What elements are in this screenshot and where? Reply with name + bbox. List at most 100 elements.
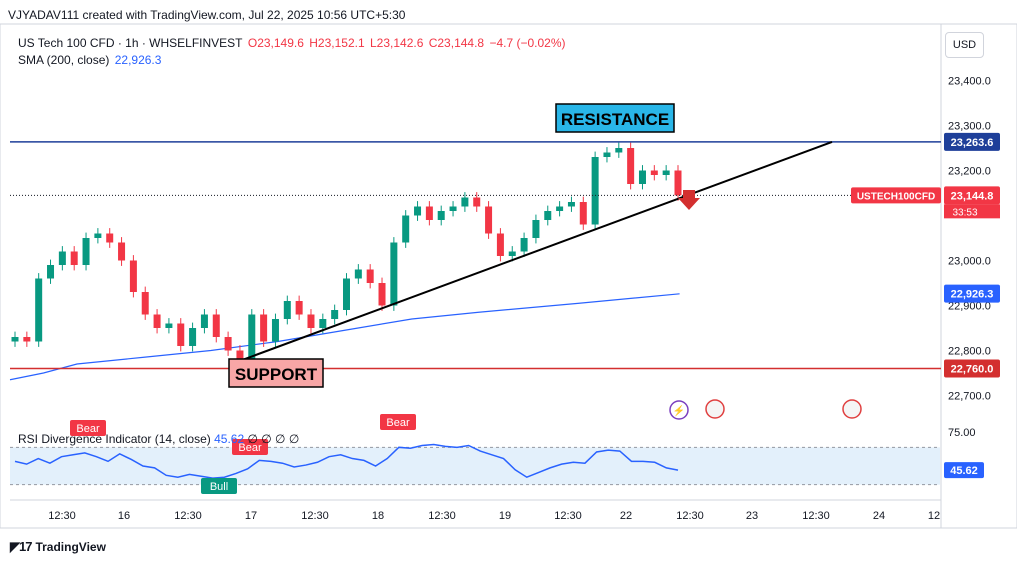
symbol-tag: USTECH100CFD xyxy=(857,191,935,202)
low-value: L23,142.6 xyxy=(369,36,424,50)
chart-legend: US Tech 100 CFD · 1h · WHSELFINVEST O23,… xyxy=(18,35,568,69)
candle-body xyxy=(354,269,362,279)
price-label: 22,760.0 xyxy=(951,364,994,376)
candle-body xyxy=(615,148,623,153)
candle-body xyxy=(106,233,114,243)
divergence-label: Bear xyxy=(386,417,410,429)
candle-body xyxy=(402,215,410,243)
candle-body xyxy=(544,211,552,220)
candle-body xyxy=(35,278,43,342)
candle-body xyxy=(414,206,422,216)
y-tick-label: 22,800.0 xyxy=(948,346,991,358)
x-tick-label: 12:30 xyxy=(301,510,329,522)
support-label: SUPPORT xyxy=(235,365,318,384)
down-arrow-icon xyxy=(678,190,700,210)
candle-body xyxy=(627,148,635,184)
candle-body xyxy=(591,157,599,225)
candle-body xyxy=(508,251,516,256)
symbol-label[interactable]: US Tech 100 CFD · 1h · WHSELFINVEST xyxy=(18,36,243,50)
candle-body xyxy=(496,233,504,256)
symbol-tag-box xyxy=(851,187,941,204)
rsi-legend: RSI Divergence Indicator (14, close) 45.… xyxy=(18,432,299,446)
candle-body xyxy=(603,152,611,157)
candle-body xyxy=(82,238,90,265)
price-label-box xyxy=(944,132,1000,151)
y-tick-label: 23,200.0 xyxy=(948,166,991,178)
candle-body xyxy=(662,170,670,175)
candle-body xyxy=(520,238,528,252)
candle-body xyxy=(153,314,161,328)
x-tick-label: 12:30 xyxy=(48,510,76,522)
y-tick-label: 23,400.0 xyxy=(948,76,991,88)
candle-body xyxy=(23,337,31,342)
currency-button[interactable]: USD xyxy=(945,32,984,58)
countdown-box xyxy=(944,204,1000,219)
candle-body xyxy=(224,337,232,351)
sma-label[interactable]: SMA (200, close) xyxy=(18,53,110,67)
candle-body xyxy=(378,283,386,306)
candle-body xyxy=(532,220,540,238)
price-label: 22,926.3 xyxy=(951,289,994,301)
candle-body xyxy=(650,170,658,175)
high-value: H23,152.1 xyxy=(309,36,365,50)
support-label-box xyxy=(228,358,324,388)
x-tick-label: 16 xyxy=(118,510,130,522)
tradingview-logo[interactable]: ◤17 TradingView xyxy=(10,539,106,555)
candle-body xyxy=(248,314,256,360)
rsi-value-label: 45.62 xyxy=(950,465,978,477)
us-flag-icon xyxy=(705,399,725,419)
x-tick-label: 12:30 xyxy=(428,510,456,522)
chart-caption: VJYADAV111 created with TradingView.com,… xyxy=(8,8,406,22)
sma-value: 22,926.3 xyxy=(114,53,162,67)
candle-body xyxy=(141,292,149,315)
us-flag-icon xyxy=(842,399,862,419)
candle-body xyxy=(260,314,268,342)
y-tick-label: 23,000.0 xyxy=(948,256,991,268)
candle-body xyxy=(319,319,327,328)
footer-brand: TradingView xyxy=(35,540,106,554)
tv-logo-icon: ◤17 xyxy=(10,539,32,554)
change-value: −4.7 (−0.02%) xyxy=(489,36,566,50)
x-tick-label: 12:30 xyxy=(174,510,202,522)
divergence-label: Bull xyxy=(210,481,228,493)
candle-body xyxy=(189,328,197,346)
y-tick-label: 22,700.0 xyxy=(948,391,991,403)
rsi-label[interactable]: RSI Divergence Indicator (14, close) xyxy=(18,432,211,446)
candle-body xyxy=(461,197,469,207)
candle-body xyxy=(425,206,433,220)
open-value: O23,149.6 xyxy=(247,36,304,50)
candle-body xyxy=(473,197,481,207)
x-tick-label: 12:30 xyxy=(676,510,704,522)
candle-body xyxy=(129,260,137,292)
x-tick-label: 17 xyxy=(245,510,257,522)
candle-body xyxy=(343,278,350,310)
candle-body xyxy=(271,319,279,342)
x-tick-label: 22 xyxy=(620,510,632,522)
x-tick-label: 12:30 xyxy=(554,510,582,522)
candle-body xyxy=(485,206,493,234)
price-label: 23,144.8 xyxy=(951,190,994,202)
candle-body xyxy=(165,323,173,328)
candle-body xyxy=(307,314,315,328)
divergence-label-box xyxy=(380,414,416,430)
x-tick-label: 24 xyxy=(873,510,885,522)
candle-body xyxy=(331,310,339,319)
divergence-label-box xyxy=(70,420,106,436)
candle-body xyxy=(674,170,682,196)
candle-body xyxy=(200,314,208,328)
rsi-tick-label: 75.00 xyxy=(948,427,976,439)
divergence-label-box xyxy=(201,478,237,494)
candle-body xyxy=(70,251,78,265)
candle-body xyxy=(437,211,445,220)
candle-body xyxy=(177,323,185,346)
divergence-label: Bear xyxy=(238,442,262,454)
chart-frame xyxy=(0,23,1017,529)
x-tick-label: 18 xyxy=(372,510,384,522)
candle-body xyxy=(295,301,303,315)
trendline xyxy=(229,140,833,366)
candle-body xyxy=(556,206,564,211)
candle-body xyxy=(283,301,291,319)
candle-body xyxy=(118,242,126,261)
candle-body xyxy=(58,251,66,265)
